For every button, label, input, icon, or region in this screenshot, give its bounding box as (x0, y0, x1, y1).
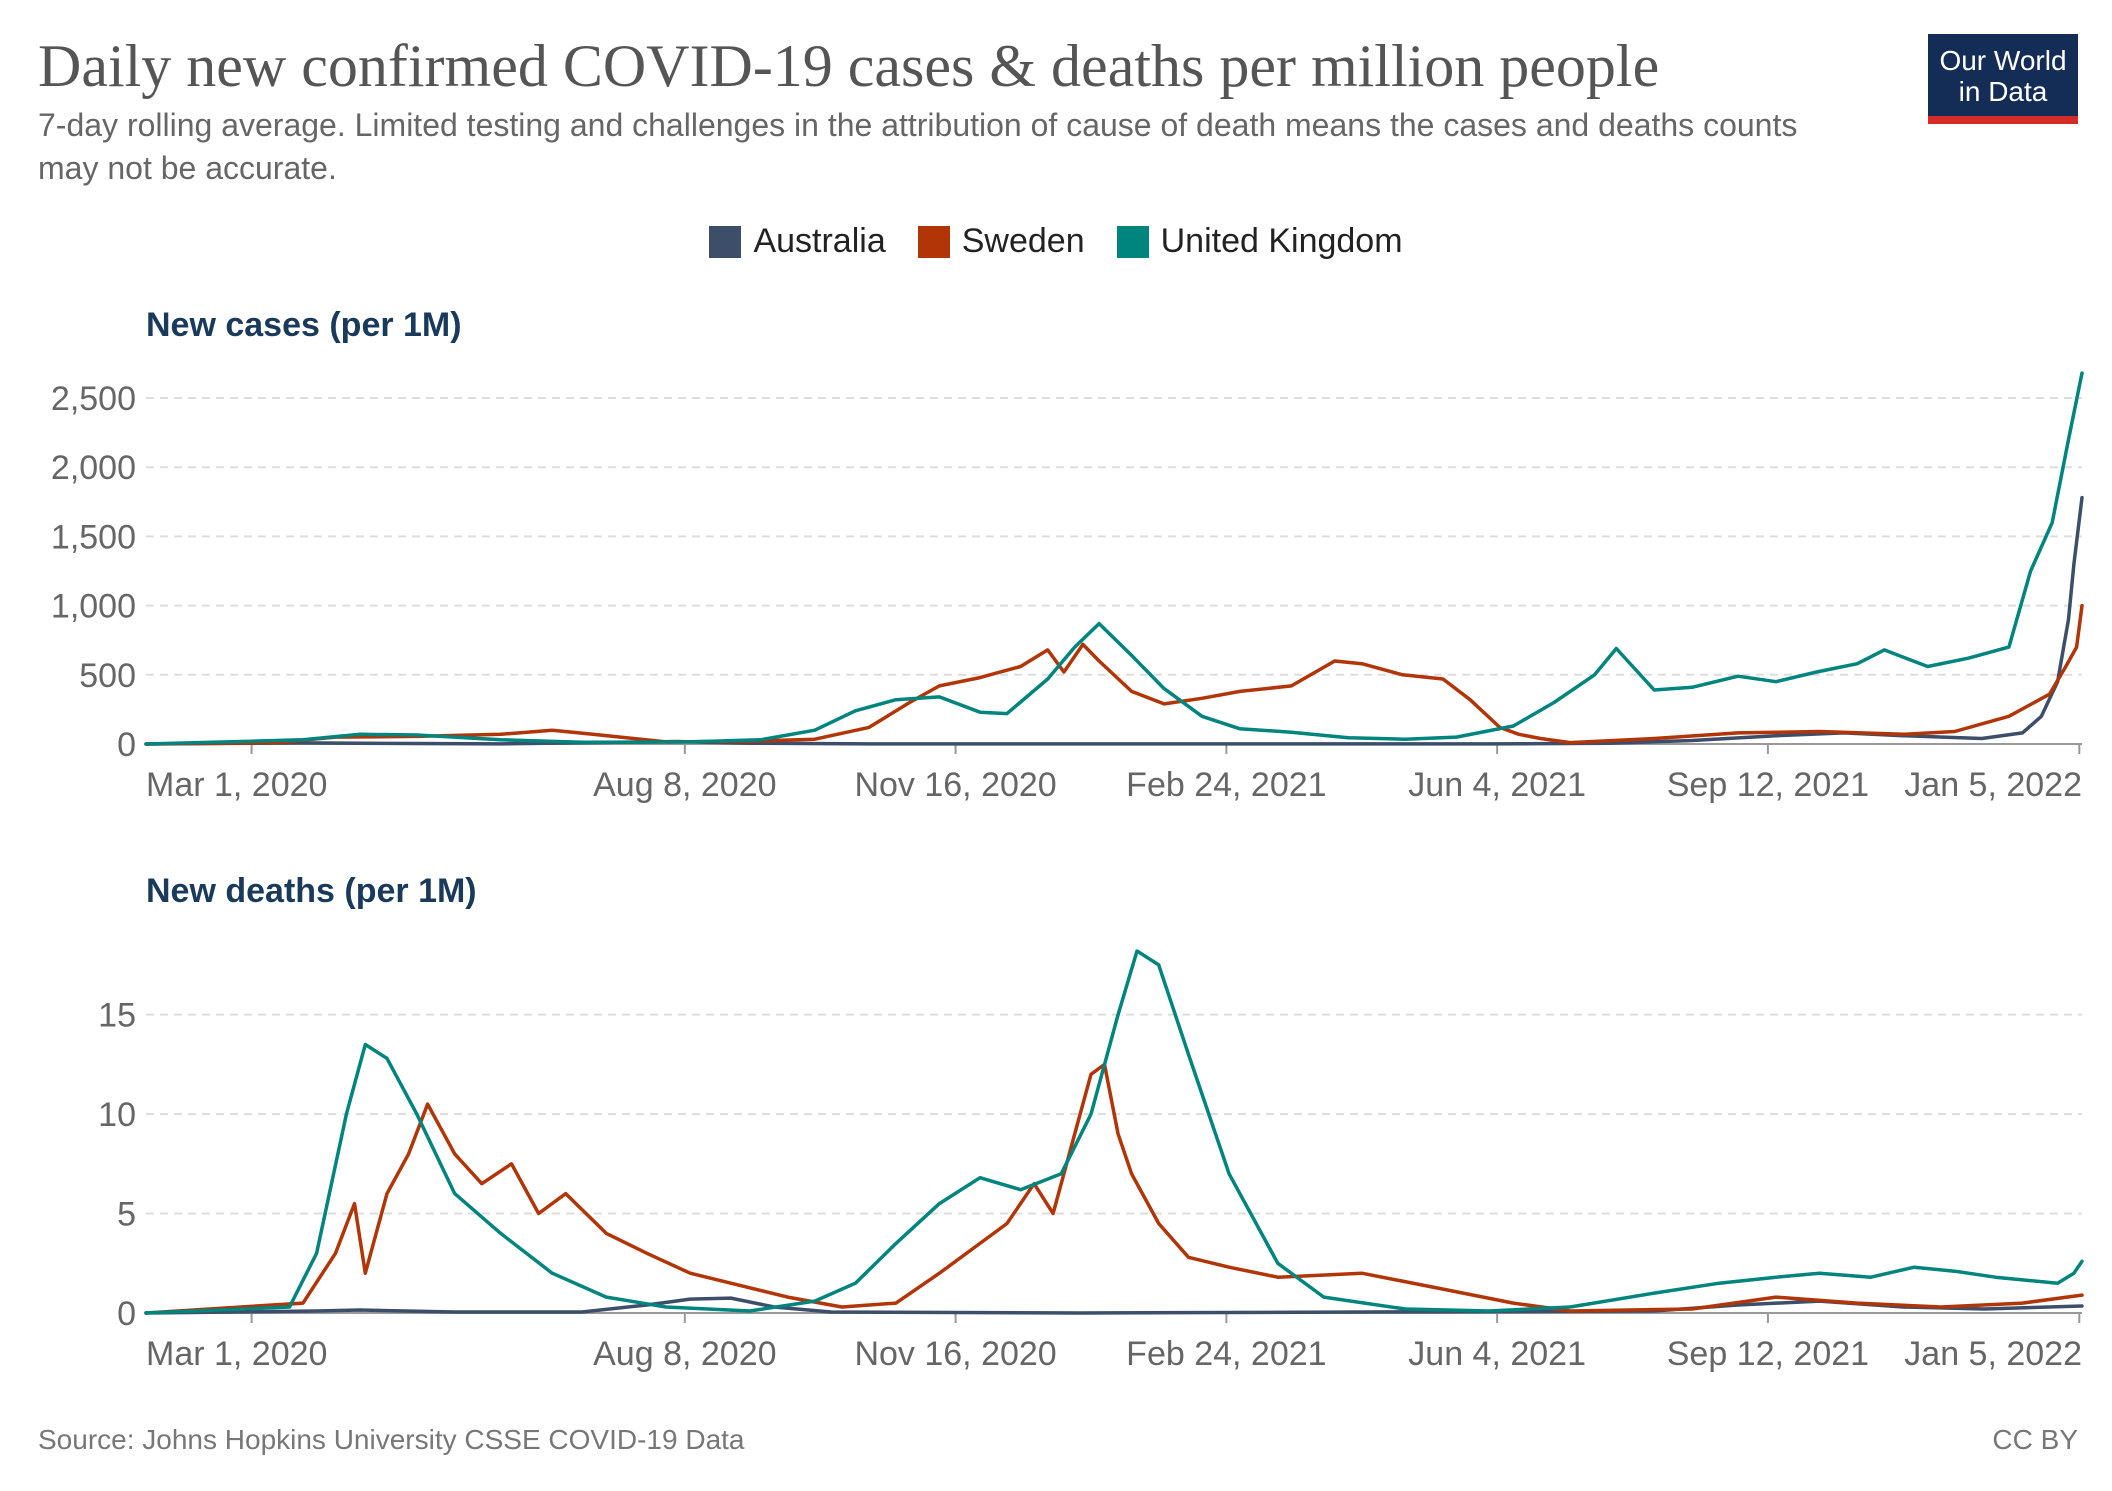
legend-swatch-sweden (917, 225, 950, 258)
x-tick-label: Mar 1, 2020 (146, 1335, 327, 1373)
x-tick-label: Feb 24, 2021 (1126, 766, 1326, 804)
y-tick-label: 2,000 (51, 449, 136, 487)
y-tick-label: 0 (117, 726, 136, 764)
y-tick-label: 0 (117, 1295, 136, 1333)
x-tick-label: Sep 12, 2021 (1667, 1335, 1869, 1373)
deaths-panel-title: New deaths (per 1M) (146, 872, 477, 910)
x-axis-ticks: Mar 1, 2020 Aug 8, 2020 Nov 16, 2020 Feb 24… (146, 1313, 2082, 1373)
series-line-united-kingdom (144, 949, 2084, 1315)
chart-title: Daily new confirmed COVID-19 cases & dea… (38, 33, 1660, 99)
legend-swatch-united-kingdom (1116, 225, 1149, 258)
legend-item-sweden[interactable]: Sweden (917, 222, 1085, 261)
y-axis-ticks: 0 5 10 15 (98, 997, 136, 1333)
legend-label-sweden: Sweden (961, 222, 1085, 260)
x-tick-label: Nov 16, 2020 (854, 766, 1056, 804)
owid-logo[interactable]: Our World in Data (1928, 34, 2078, 124)
series-line-australia (144, 1296, 2084, 1315)
logo-line-1: Our World (1939, 45, 2067, 76)
source-note: Source: Johns Hopkins University CSSE CO… (38, 1424, 745, 1455)
y-tick-label: 1,000 (51, 588, 136, 626)
cases-chart[interactable]: 0 500 1,000 1,500 2,000 2,500 Mar 1, 2020 Aug 8… (0, 0, 2112, 820)
y-tick-label: 15 (98, 997, 136, 1035)
x-tick-label: Jan 5, 2022 (1904, 766, 2082, 804)
series-line-united-kingdom (144, 371, 2084, 746)
legend-swatch-australia (709, 225, 742, 258)
legend-item-australia[interactable]: Australia (709, 222, 886, 261)
x-tick-label: Aug 8, 2020 (593, 766, 776, 804)
x-axis-ticks: Mar 1, 2020 Aug 8, 2020 Nov 16, 2020 Feb 24… (146, 744, 2082, 804)
y-axis-ticks: 0 500 1,000 1,500 2,000 2,500 (51, 380, 136, 764)
x-tick-label: Jan 5, 2022 (1904, 1335, 2082, 1373)
x-tick-label: Nov 16, 2020 (854, 1335, 1056, 1373)
x-tick-label: Sep 12, 2021 (1667, 766, 1869, 804)
y-tick-label: 10 (98, 1096, 136, 1134)
y-tick-label: 1,500 (51, 518, 136, 556)
y-tick-label: 2,500 (51, 380, 136, 418)
x-tick-label: Jun 4, 2021 (1408, 766, 1586, 804)
x-tick-label: Feb 24, 2021 (1126, 1335, 1326, 1373)
y-tick-label: 5 (117, 1196, 136, 1234)
logo-line-2: in Data (1958, 76, 2048, 107)
x-tick-label: Jun 4, 2021 (1408, 1335, 1586, 1373)
license-note[interactable]: CC BY (1992, 1424, 2078, 1455)
y-tick-label: 500 (79, 657, 136, 695)
legend-label-australia: Australia (753, 222, 886, 260)
deaths-chart[interactable]: 0 5 10 15 Mar 1, 2020 Aug 8, 2020 Nov 16, 2020… (0, 0, 2112, 1400)
legend-label-united-kingdom: United Kingdom (1160, 222, 1403, 260)
legend-item-united-kingdom[interactable]: United Kingdom (1116, 222, 1403, 261)
cases-panel-title: New cases (per 1M) (146, 306, 462, 344)
x-tick-label: Mar 1, 2020 (146, 766, 327, 804)
series-line-sweden (144, 1062, 2084, 1315)
x-tick-label: Aug 8, 2020 (593, 1335, 776, 1373)
legend: Australia Sweden United Kingdom (0, 222, 2112, 261)
chart-subtitle: 7-day rolling average. Limited testing a… (38, 107, 1798, 186)
